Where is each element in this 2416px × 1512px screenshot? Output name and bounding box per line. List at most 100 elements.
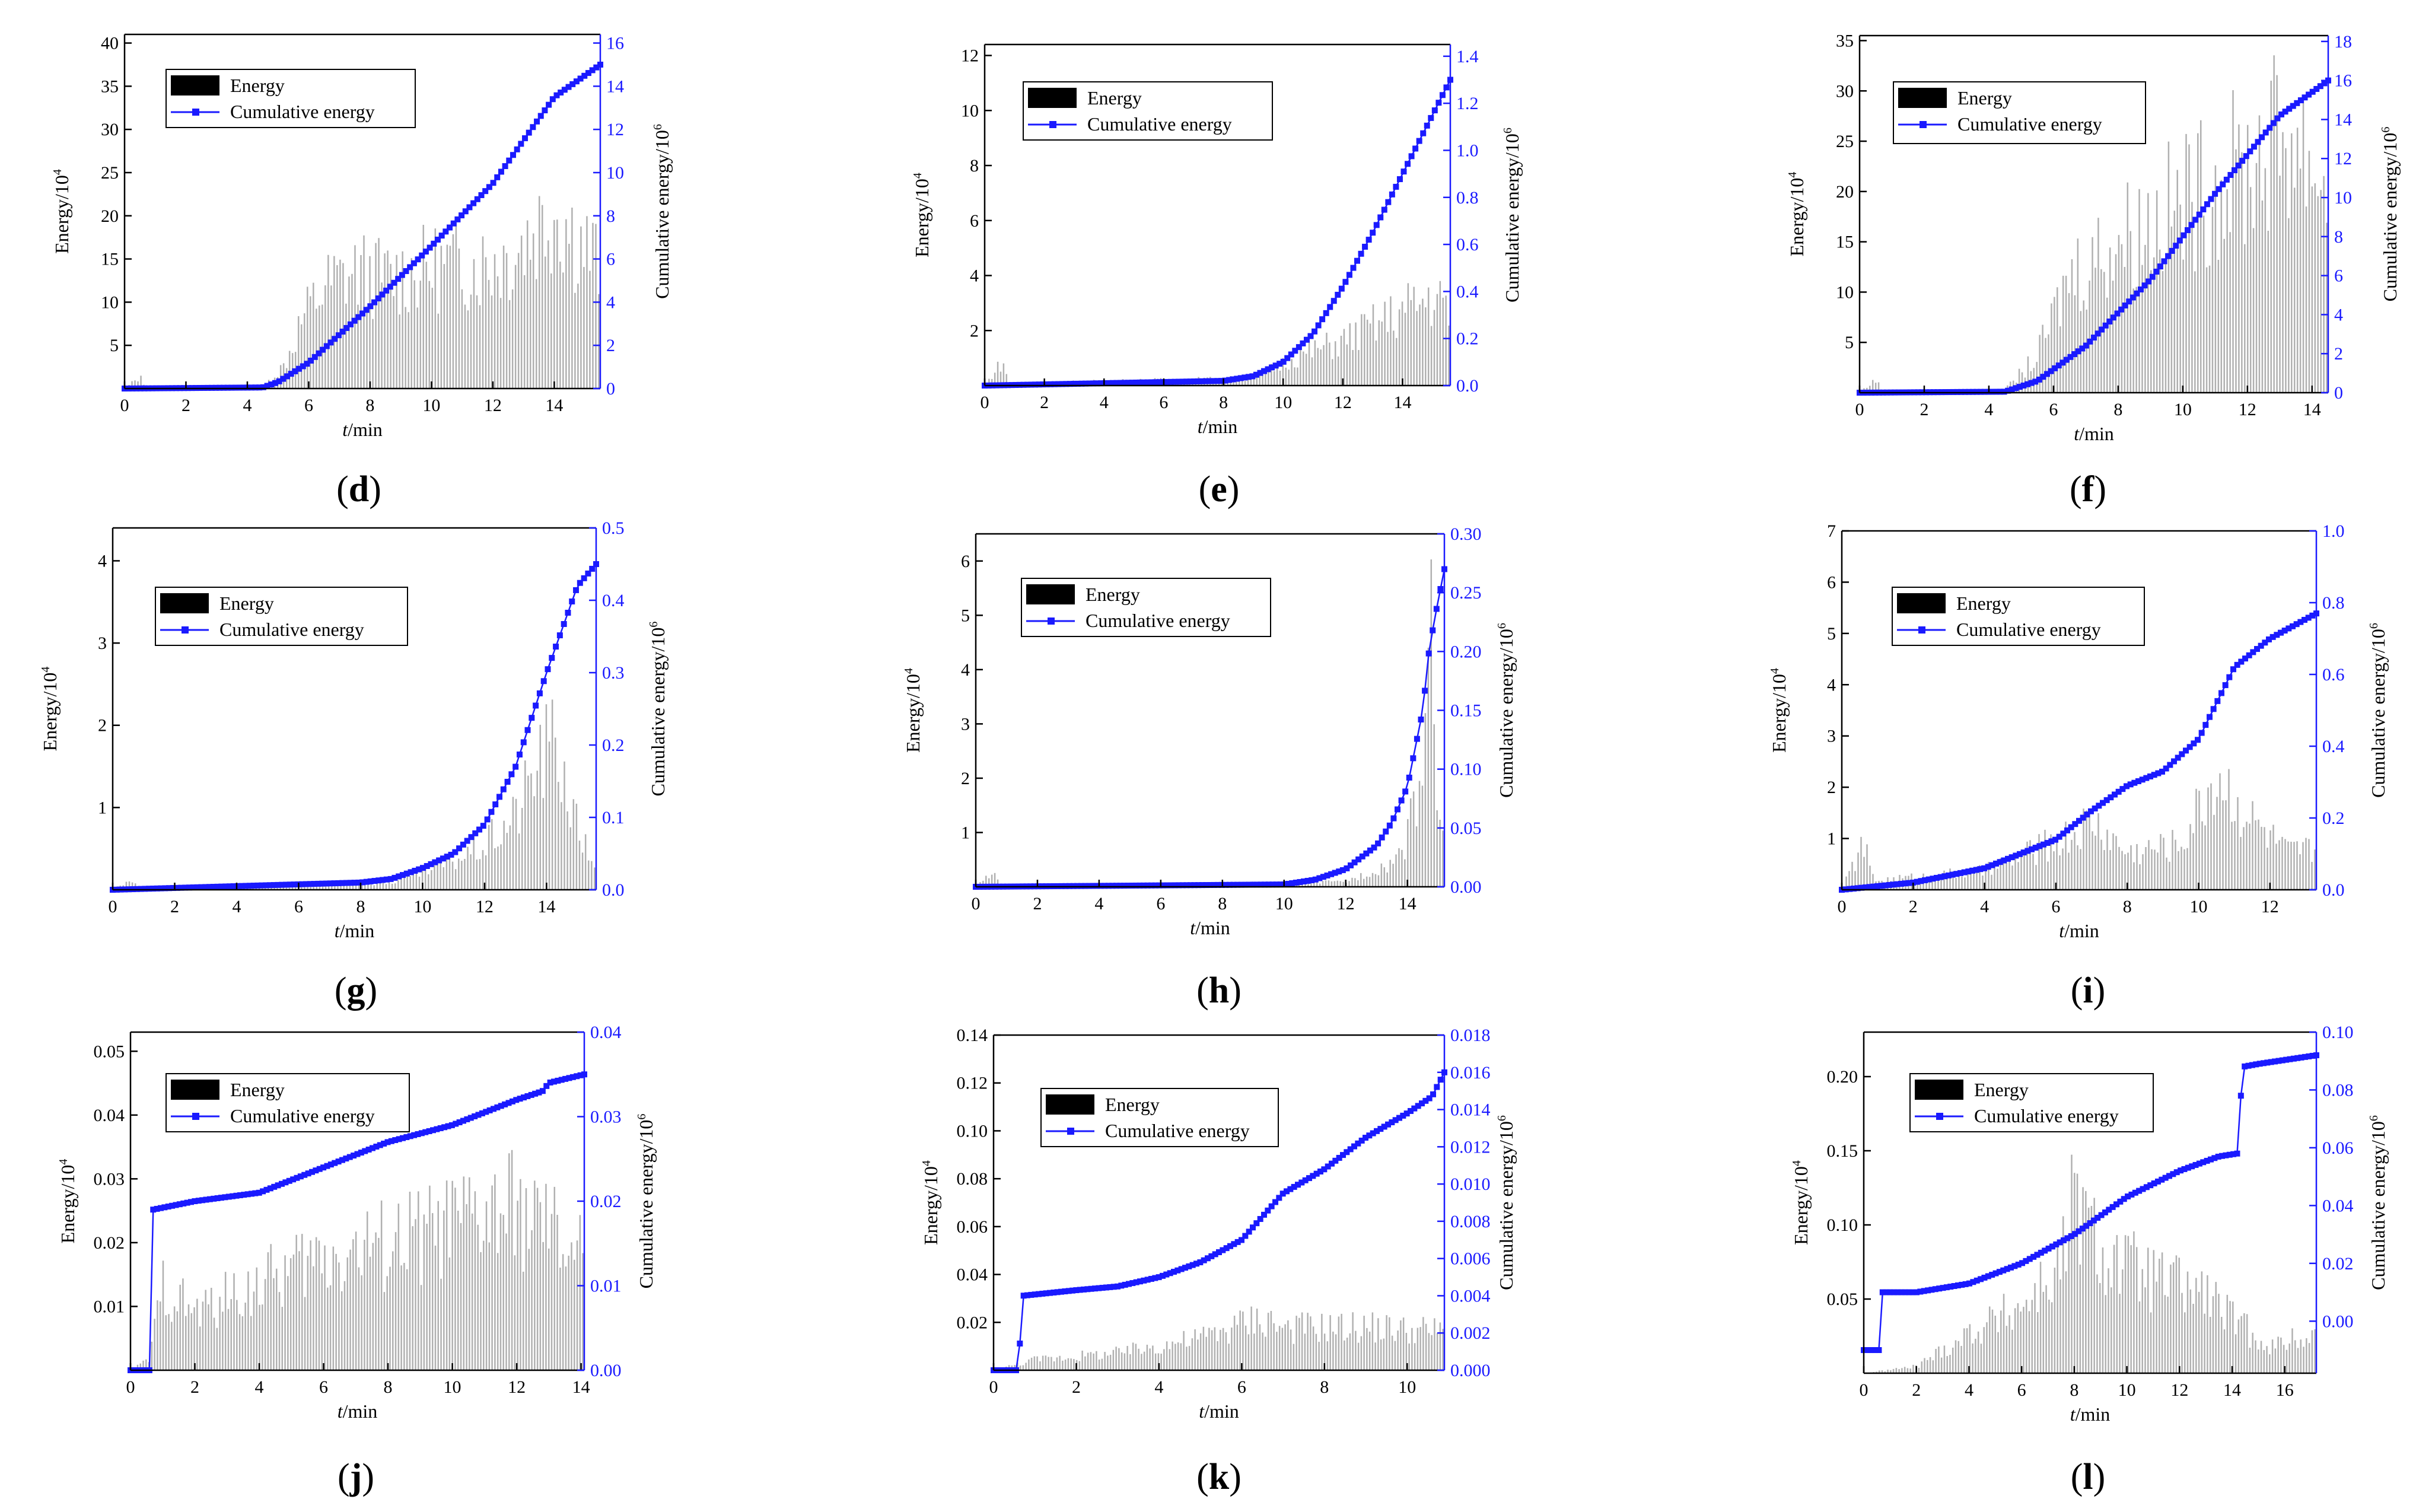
cumulative-marker bbox=[2079, 345, 2086, 352]
cumulative-marker bbox=[1273, 881, 1279, 888]
cumulative-marker bbox=[1099, 1285, 1106, 1291]
cumulative-marker bbox=[555, 1077, 561, 1084]
cumulative-marker bbox=[537, 113, 544, 119]
cumulative-marker bbox=[403, 268, 409, 275]
cumulative-marker bbox=[436, 857, 443, 864]
cumulative-marker bbox=[2052, 836, 2058, 843]
cumulative-marker bbox=[1385, 199, 1392, 205]
cumulative-marker bbox=[2215, 1153, 2221, 1160]
y-tick-label: 10 bbox=[1836, 282, 1854, 302]
cumulative-marker bbox=[464, 838, 470, 844]
cumulative-marker bbox=[358, 1150, 364, 1156]
cumulative-marker bbox=[1043, 1290, 1049, 1297]
cumulative-marker bbox=[1437, 1077, 1444, 1083]
cumulative-marker bbox=[1405, 161, 1411, 167]
y2-tick-label: 12 bbox=[2334, 149, 2352, 168]
cumulative-marker bbox=[1358, 250, 1364, 257]
legend-cumulative-label: Cumulative energy bbox=[1957, 113, 2102, 135]
x-tick-label: 4 bbox=[1154, 1377, 1163, 1397]
cumulative-marker bbox=[391, 874, 398, 881]
cumulative-marker bbox=[521, 1094, 527, 1101]
energy-bars bbox=[1864, 1154, 2316, 1373]
cumulative-marker bbox=[1300, 340, 1306, 346]
legend-energy-label: Energy bbox=[1086, 584, 1140, 605]
chart-panel-l: 0 2 4 6 8 10 12 14 16 0.05 0.10 0.15 0.20 0.00 0.02 0.0… bbox=[1790, 1023, 2389, 1497]
cumulative-marker bbox=[225, 1193, 232, 1200]
cumulative-marker bbox=[1051, 381, 1058, 387]
y-tick-label: 0.05 bbox=[94, 1042, 125, 1061]
cumulative-marker bbox=[2067, 354, 2074, 360]
cumulative-marker bbox=[359, 879, 366, 886]
cumulative-marker bbox=[1088, 1285, 1094, 1292]
cumulative-marker bbox=[2275, 1058, 2282, 1064]
cumulative-marker bbox=[1191, 378, 1198, 385]
cumulative-marker bbox=[214, 1195, 221, 1201]
y-tick-label: 1 bbox=[961, 823, 970, 842]
cumulative-marker bbox=[198, 884, 205, 890]
cumulative-marker bbox=[311, 881, 317, 887]
cumulative-marker bbox=[1997, 389, 2003, 395]
cumulative-marker bbox=[2072, 821, 2078, 827]
cumulative-marker bbox=[589, 565, 596, 572]
cumulative-marker bbox=[2283, 1056, 2290, 1063]
y2-tick-label: 6 bbox=[606, 250, 615, 269]
cumulative-marker bbox=[246, 883, 253, 889]
cumulative-marker bbox=[1284, 1188, 1290, 1195]
cumulative-marker bbox=[154, 1205, 160, 1212]
y-tick-label: 5 bbox=[1845, 333, 1854, 352]
cumulative-marker bbox=[1392, 1117, 1399, 1123]
cumulative-marker bbox=[351, 880, 358, 886]
cumulative-marker bbox=[432, 859, 438, 865]
cumulative-marker bbox=[2179, 751, 2185, 757]
cumulative-marker bbox=[2167, 762, 2173, 768]
cumulative-marker bbox=[1985, 1273, 1991, 1279]
legend-energy-label: Energy bbox=[219, 593, 274, 614]
legend-cumulative-label: Cumulative energy bbox=[219, 619, 364, 640]
cumulative-marker bbox=[2242, 1063, 2248, 1069]
cumulative-marker bbox=[391, 279, 397, 286]
cumulative-marker bbox=[1125, 380, 1132, 386]
cumulative-marker bbox=[1287, 1186, 1294, 1192]
cumulative-marker bbox=[203, 1196, 209, 1203]
cumulative-marker bbox=[158, 1205, 164, 1211]
cumulative-marker bbox=[2025, 381, 2031, 387]
cumulative-marker bbox=[1921, 1288, 1927, 1294]
cumulative-marker bbox=[1310, 1173, 1316, 1179]
x-tick-label: 2 bbox=[1072, 1377, 1081, 1397]
y2-tick-label: 0.06 bbox=[2322, 1138, 2354, 1158]
cumulative-marker bbox=[1996, 1269, 2003, 1275]
cumulative-marker bbox=[574, 1073, 580, 1080]
cumulative-marker bbox=[1293, 879, 1299, 886]
y2-tick-label: 6 bbox=[2334, 266, 2343, 286]
cumulative-marker bbox=[1047, 1290, 1053, 1296]
cumulative-marker bbox=[2306, 1053, 2312, 1059]
cumulative-marker bbox=[407, 264, 413, 270]
cumulative-marker bbox=[506, 157, 513, 164]
cumulative-marker bbox=[1411, 1105, 1418, 1112]
cumulative-marker bbox=[222, 1194, 228, 1201]
cumulative-marker bbox=[1258, 881, 1264, 888]
y-tick-label: 2 bbox=[970, 321, 979, 340]
cumulative-marker bbox=[1985, 864, 1991, 870]
cumulative-marker bbox=[2008, 854, 2015, 861]
cumulative-marker bbox=[522, 135, 529, 142]
cumulative-marker bbox=[561, 87, 568, 93]
cumulative-marker bbox=[2080, 814, 2086, 821]
legend-energy-swatch bbox=[1915, 1080, 1963, 1100]
cumulative-marker bbox=[190, 884, 196, 891]
cumulative-marker bbox=[162, 885, 168, 892]
cumulative-marker bbox=[1304, 877, 1311, 884]
cumulative-marker bbox=[1126, 1281, 1132, 1287]
cumulative-marker bbox=[2255, 139, 2261, 145]
cumulative-marker bbox=[1203, 882, 1209, 889]
y-tick-label: 0.08 bbox=[957, 1169, 988, 1189]
cumulative-marker bbox=[2266, 636, 2272, 642]
cumulative-marker bbox=[2126, 298, 2132, 305]
cumulative-series bbox=[128, 1071, 587, 1373]
cumulative-marker bbox=[1414, 736, 1420, 742]
cumulative-marker bbox=[1385, 1121, 1391, 1128]
cumulative-marker bbox=[2090, 1217, 2097, 1224]
cumulative-marker bbox=[260, 1188, 266, 1195]
cumulative-marker bbox=[416, 866, 422, 873]
